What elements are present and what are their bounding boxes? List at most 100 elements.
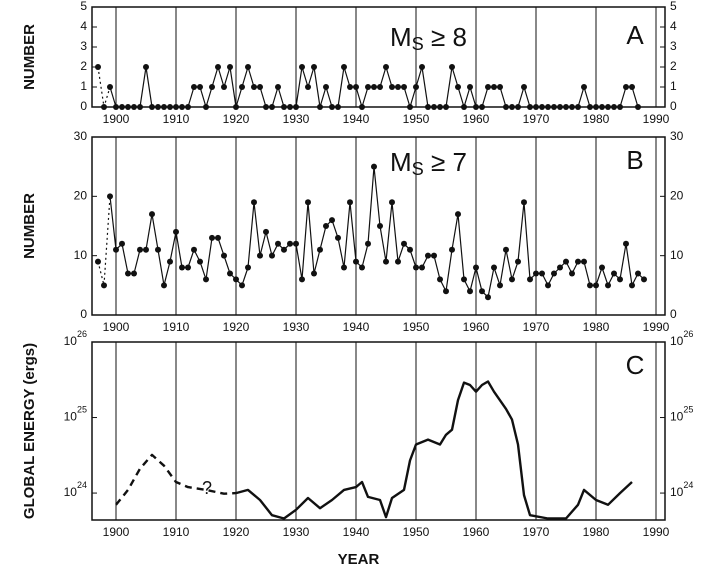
y-tick-label: 1026 [64,329,87,348]
x-tick-label: 1990 [643,112,670,126]
data-point [539,270,545,277]
data-point [527,276,533,283]
data-point [545,282,551,289]
x-tick-label: 1920 [223,320,250,334]
data-point [215,234,221,241]
data-point [239,84,245,90]
data-point [455,211,461,218]
data-point [491,84,497,90]
data-point [287,104,293,110]
x-tick-label: 1970 [523,525,550,539]
x-tick-label: 1970 [523,112,550,126]
data-point [185,264,191,271]
data-point [257,252,263,259]
data-point [563,258,569,265]
data-point [461,276,467,283]
data-point [323,84,329,90]
data-point [467,84,473,90]
data-point [551,104,557,110]
data-point [533,104,539,110]
x-tick-label: 1980 [583,525,610,539]
x-axis-label: YEAR [338,551,380,568]
data-point [401,240,407,247]
data-point [449,246,455,253]
x-tick-label: 1920 [223,112,250,126]
data-point [467,288,473,295]
data-point [203,276,209,283]
data-point [365,84,371,90]
data-point [131,270,137,277]
data-point [137,246,143,253]
data-point [221,252,227,259]
data-point [245,264,251,271]
data-point [185,104,191,110]
data-point [215,64,221,70]
x-tick-label: 1930 [283,525,310,539]
data-point [365,240,371,247]
x-tick-label: 1990 [643,525,670,539]
y-tick-label: 10 [74,248,88,262]
plot-frame [91,6,666,108]
data-point [107,193,113,200]
data-point [449,64,455,70]
data-point [203,104,209,110]
data-point [191,84,197,90]
data-point [275,240,281,247]
data-point [593,104,599,110]
y-tick-label: 4 [670,19,677,33]
data-point [227,270,233,277]
data-point [569,270,575,277]
panel-label: A [626,20,644,50]
x-tick-label: 1980 [583,320,610,334]
data-point [383,64,389,70]
data-point [611,104,617,110]
data-point [197,84,203,90]
data-point [599,264,605,271]
data-point [281,104,287,110]
data-point [95,258,101,265]
data-point [341,264,347,271]
x-tick-label: 1970 [523,320,550,334]
data-point [473,104,479,110]
data-point [317,246,323,253]
data-point [611,270,617,277]
y-tick-label: 1024 [670,480,693,499]
data-point [425,252,431,259]
data-point [593,282,599,289]
data-point [557,104,563,110]
data-point [371,84,377,90]
data-point [233,104,239,110]
data-point [569,104,575,110]
data-point [305,84,311,90]
data-point [371,163,377,170]
x-tick-label: 1940 [343,320,370,334]
x-tick-label: 1910 [163,112,190,126]
x-tick-label: 1930 [283,320,310,334]
data-point [605,282,611,289]
data-point [179,264,185,271]
data-point [167,104,173,110]
data-point [443,104,449,110]
y-tick-label: 0 [80,99,87,113]
data-point [509,276,515,283]
data-point [581,84,587,90]
data-point [425,104,431,110]
y-tick-label: 0 [80,307,87,321]
x-tick-label: 1950 [403,320,430,334]
data-point [581,258,587,265]
data-point [359,104,365,110]
plot-frame [91,341,666,521]
data-point [143,246,149,253]
plot-frame [91,136,666,316]
data-point [197,258,203,265]
y-tick-label: 0 [670,307,677,321]
data-point [575,104,581,110]
data-point [587,104,593,110]
data-point [263,228,269,235]
x-tick-label: 1900 [103,320,130,334]
data-point [419,64,425,70]
data-point [539,104,545,110]
data-point [101,104,107,110]
data-point [119,240,125,247]
data-point [299,64,305,70]
